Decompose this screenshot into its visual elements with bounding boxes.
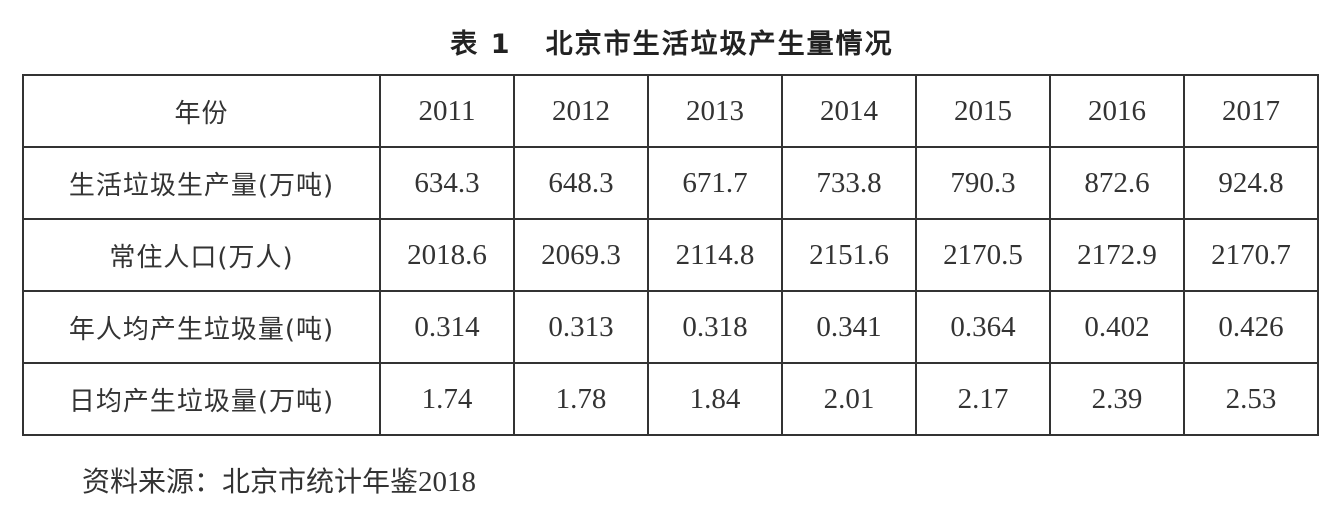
value-cell: 1.84 bbox=[647, 362, 783, 436]
value-cell: 0.314 bbox=[379, 290, 515, 364]
row-label-cell: 年人均产生垃圾量(吨) bbox=[22, 290, 381, 364]
value-cell: 2114.8 bbox=[647, 218, 783, 292]
source-prefix: 资料来源：北京市统计年鉴 bbox=[82, 465, 419, 498]
value-cell: 0.426 bbox=[1183, 290, 1319, 364]
value-cell: 0.364 bbox=[915, 290, 1051, 364]
row-label-cell: 常住人口(万人) bbox=[22, 218, 381, 292]
header-label-cell: 年份 bbox=[22, 74, 381, 148]
value-cell: 733.8 bbox=[781, 146, 917, 220]
year-header-cell: 2017 bbox=[1183, 74, 1319, 148]
year-header-cell: 2011 bbox=[379, 74, 515, 148]
table-row: 常住人口(万人) 2018.6 2069.3 2114.8 2151.6 217… bbox=[22, 218, 1319, 292]
value-cell: 2069.3 bbox=[513, 218, 649, 292]
value-cell: 2.01 bbox=[781, 362, 917, 436]
source-note: 资料来源：北京市统计年鉴2018 bbox=[82, 460, 476, 500]
value-cell: 924.8 bbox=[1183, 146, 1319, 220]
value-cell: 634.3 bbox=[379, 146, 515, 220]
row-label-cell: 日均产生垃圾量(万吨) bbox=[22, 362, 381, 436]
value-cell: 1.78 bbox=[513, 362, 649, 436]
value-cell: 790.3 bbox=[915, 146, 1051, 220]
garbage-statistics-table: 年份 2011 2012 2013 2014 2015 2016 2017 生活… bbox=[22, 74, 1319, 436]
value-cell: 648.3 bbox=[513, 146, 649, 220]
value-cell: 2018.6 bbox=[379, 218, 515, 292]
year-header-cell: 2016 bbox=[1049, 74, 1185, 148]
value-cell: 0.402 bbox=[1049, 290, 1185, 364]
year-header-cell: 2015 bbox=[915, 74, 1051, 148]
table-title: 表 1 北京市生活垃圾产生量情况 bbox=[450, 29, 894, 60]
value-cell: 2170.7 bbox=[1183, 218, 1319, 292]
value-cell: 2151.6 bbox=[781, 218, 917, 292]
value-cell: 2172.9 bbox=[1049, 218, 1185, 292]
value-cell: 872.6 bbox=[1049, 146, 1185, 220]
value-cell: 1.74 bbox=[379, 362, 515, 436]
header-row: 年份 2011 2012 2013 2014 2015 2016 2017 bbox=[22, 74, 1319, 148]
year-header-cell: 2012 bbox=[513, 74, 649, 148]
value-cell: 2170.5 bbox=[915, 218, 1051, 292]
value-cell: 0.318 bbox=[647, 290, 783, 364]
table-row: 年人均产生垃圾量(吨) 0.314 0.313 0.318 0.341 0.36… bbox=[22, 290, 1319, 364]
year-header-cell: 2014 bbox=[781, 74, 917, 148]
value-cell: 2.53 bbox=[1183, 362, 1319, 436]
value-cell: 671.7 bbox=[647, 146, 783, 220]
row-label-cell: 生活垃圾生产量(万吨) bbox=[22, 146, 381, 220]
year-header-cell: 2013 bbox=[647, 74, 783, 148]
value-cell: 0.313 bbox=[513, 290, 649, 364]
value-cell: 2.39 bbox=[1049, 362, 1185, 436]
value-cell: 0.341 bbox=[781, 290, 917, 364]
table-row: 生活垃圾生产量(万吨) 634.3 648.3 671.7 733.8 790.… bbox=[22, 146, 1319, 220]
value-cell: 2.17 bbox=[915, 362, 1051, 436]
source-year: 2018 bbox=[418, 466, 477, 498]
table-row: 日均产生垃圾量(万吨) 1.74 1.78 1.84 2.01 2.17 2.3… bbox=[22, 362, 1319, 436]
